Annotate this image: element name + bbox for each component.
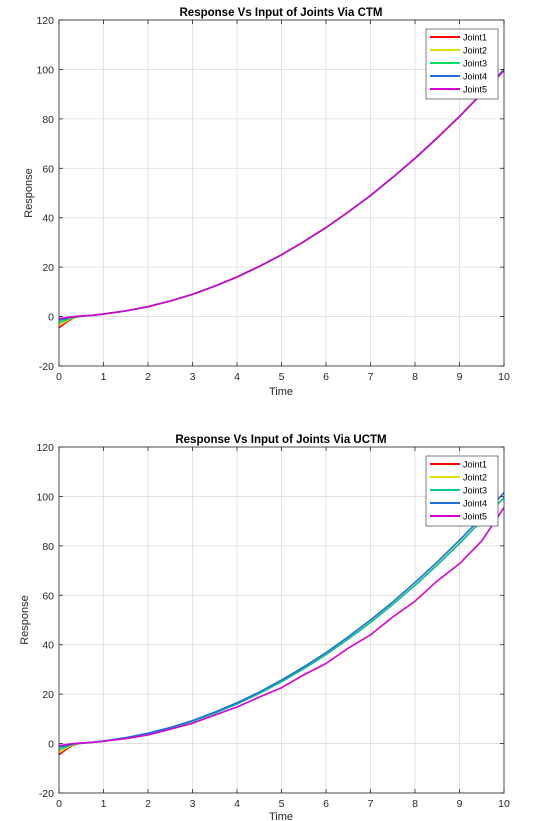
y-tick-label: -20 xyxy=(39,361,54,373)
tick-marks xyxy=(58,19,505,367)
y-tick-label: 0 xyxy=(48,739,54,751)
y-tick-label: 120 xyxy=(36,15,54,27)
legend-label: Joint1 xyxy=(463,33,487,43)
x-tick-label: 5 xyxy=(279,371,285,383)
legend-label: Joint2 xyxy=(463,46,487,56)
y-tick-label: 100 xyxy=(36,64,54,76)
x-tick-label: 6 xyxy=(323,798,329,810)
x-tick-label: 7 xyxy=(368,371,374,383)
x-tick-label: 3 xyxy=(190,798,196,810)
x-tick-label: 10 xyxy=(498,371,510,383)
legend-box xyxy=(425,455,499,527)
legend: Joint1 Joint2 Joint3 Joint4 Joint5 xyxy=(425,28,499,100)
x-tick-label: 10 xyxy=(498,798,510,810)
y-tick-label: -20 xyxy=(39,788,54,800)
legend-label: Joint5 xyxy=(463,85,487,95)
x-tick-label: 1 xyxy=(101,798,107,810)
y-tick-label: 120 xyxy=(36,442,54,454)
x-tick-label: 1 xyxy=(101,371,107,383)
series-lines xyxy=(58,492,505,756)
y-axis-label: Response xyxy=(19,595,31,645)
chart-title: Response Vs Input of Joints Via UCTM xyxy=(175,434,386,446)
legend-box xyxy=(425,28,499,100)
series-line-joint5 xyxy=(58,70,505,320)
y-tick-label: 100 xyxy=(36,491,54,503)
x-axis-label: Time xyxy=(269,386,293,398)
x-tick-label: 0 xyxy=(56,798,62,810)
y-tick-label: 60 xyxy=(42,163,54,175)
x-tick-label: 2 xyxy=(145,798,151,810)
x-tick-label: 2 xyxy=(145,371,151,383)
x-tick-label: 8 xyxy=(412,798,418,810)
chart-title: Response Vs Input of Joints Via CTM xyxy=(180,7,383,19)
legend-label: Joint2 xyxy=(463,473,487,483)
x-tick-label: 9 xyxy=(457,371,463,383)
legend-label: Joint4 xyxy=(463,72,487,82)
y-tick-labels: -20 0 20 40 60 80 100 120 xyxy=(36,15,54,373)
x-tick-label: 0 xyxy=(56,371,62,383)
y-tick-label: 0 xyxy=(48,312,54,324)
x-tick-label: 4 xyxy=(234,371,240,383)
tick-marks xyxy=(58,446,505,794)
y-tick-label: 20 xyxy=(42,262,54,274)
x-tick-label: 7 xyxy=(368,798,374,810)
legend-label: Joint3 xyxy=(463,486,487,496)
y-tick-label: 40 xyxy=(42,213,54,225)
x-tick-label: 9 xyxy=(457,798,463,810)
x-tick-labels: 0 1 2 3 4 5 6 7 8 9 10 xyxy=(56,798,510,810)
legend: Joint1 Joint2 Joint3 Joint4 Joint5 xyxy=(425,455,499,527)
x-tick-labels: 0 1 2 3 4 5 6 7 8 9 10 xyxy=(56,371,510,383)
x-tick-label: 3 xyxy=(190,371,196,383)
y-tick-label: 40 xyxy=(42,640,54,652)
x-tick-label: 8 xyxy=(412,371,418,383)
series-lines xyxy=(58,68,505,329)
legend-label: Joint5 xyxy=(463,512,487,522)
y-tick-labels: -20 0 20 40 60 80 100 120 xyxy=(36,442,54,800)
x-tick-label: 4 xyxy=(234,798,240,810)
x-tick-label: 5 xyxy=(279,798,285,810)
y-tick-label: 60 xyxy=(42,590,54,602)
series-line-joint5 xyxy=(58,507,505,747)
y-tick-label: 20 xyxy=(42,689,54,701)
y-axis-label: Response xyxy=(23,168,35,218)
legend-label: Joint4 xyxy=(463,499,487,509)
x-axis-label: Time xyxy=(269,811,293,821)
x-tick-label: 6 xyxy=(323,371,329,383)
y-tick-label: 80 xyxy=(42,114,54,126)
legend-label: Joint3 xyxy=(463,59,487,69)
legend-label: Joint1 xyxy=(463,460,487,470)
y-tick-label: 80 xyxy=(42,541,54,553)
